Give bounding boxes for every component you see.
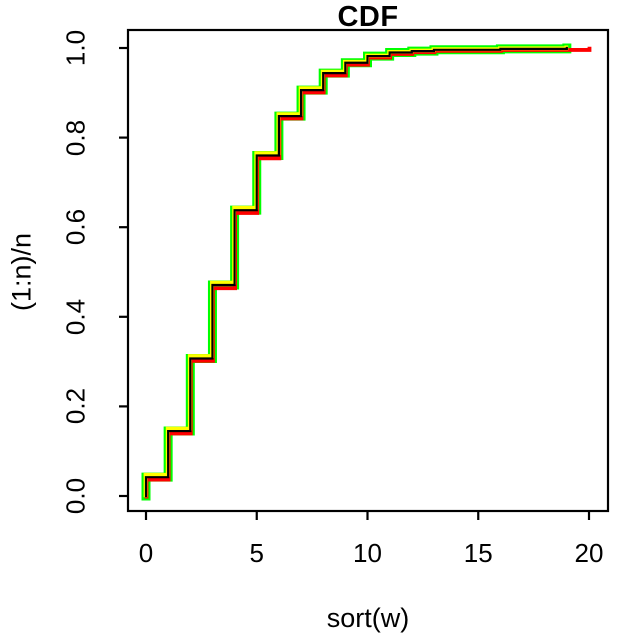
yellow-step-line bbox=[143, 45, 569, 498]
x-tick-label-0: 0 bbox=[138, 538, 154, 568]
y-tick-label-0.2: 0.2 bbox=[60, 388, 91, 425]
x-tick-label-10: 10 bbox=[353, 538, 382, 568]
y-tick-label-0.0: 0.0 bbox=[60, 477, 91, 515]
plot-box bbox=[126, 28, 610, 513]
y-tick-label-1.0: 1.0 bbox=[60, 29, 91, 67]
x-tick-label-20: 20 bbox=[574, 538, 604, 568]
y-tick-label-0.6: 0.6 bbox=[60, 209, 91, 246]
red-step-line bbox=[144, 46, 592, 499]
x-tick-label-15: 15 bbox=[463, 538, 493, 568]
chart-title: CDF bbox=[337, 1, 399, 33]
y-axis-label: (1:n)/n bbox=[6, 232, 37, 312]
y-tick-label-0.4: 0.4 bbox=[60, 298, 91, 335]
y-tick-label-0.8: 0.8 bbox=[60, 119, 91, 156]
x-axis-label: sort(w) bbox=[326, 603, 410, 633]
black-step-line bbox=[144, 46, 568, 498]
green-step-line bbox=[141, 43, 572, 501]
x-tick-label-5: 5 bbox=[249, 538, 264, 568]
